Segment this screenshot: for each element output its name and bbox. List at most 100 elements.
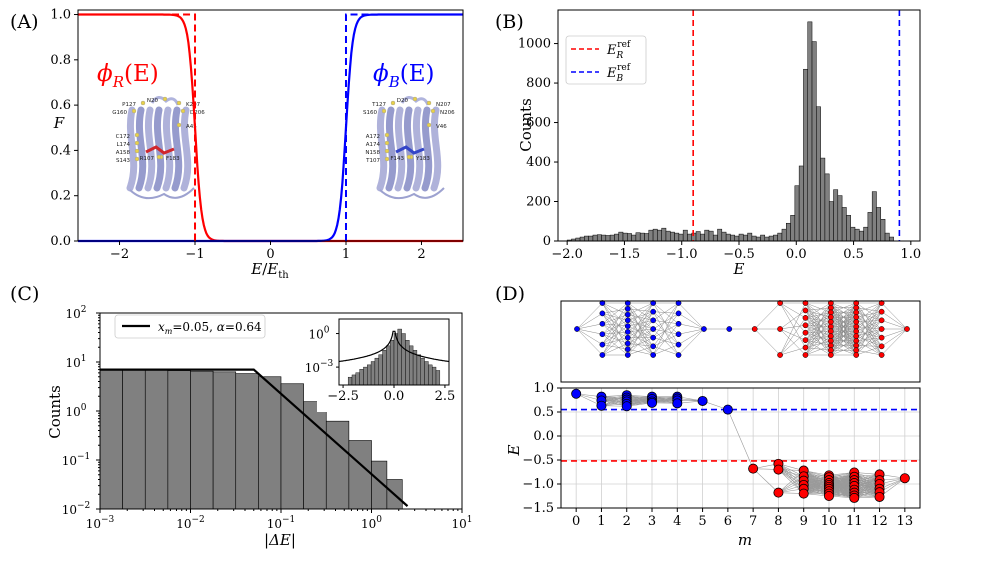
beta-strand <box>180 106 192 192</box>
histogram-bar <box>867 212 873 242</box>
network-node <box>853 352 860 358</box>
network-edge <box>652 302 679 345</box>
state-point <box>773 487 784 498</box>
network-node <box>650 343 657 350</box>
axes-frame-a <box>77 9 464 242</box>
network-edge <box>805 312 832 348</box>
network-node <box>827 342 834 349</box>
network-node <box>650 300 657 306</box>
network-edge <box>830 326 857 356</box>
network-node <box>827 323 834 330</box>
histogram-bar <box>700 233 705 242</box>
inset-bar <box>351 374 357 386</box>
network-edge <box>627 328 654 356</box>
residue-marker <box>384 140 390 146</box>
network-edge <box>805 316 832 341</box>
network-edge <box>856 320 882 342</box>
network-node <box>574 326 580 332</box>
network-edge <box>652 302 679 338</box>
network-edge <box>602 343 628 356</box>
histogram-bar <box>348 440 372 510</box>
network-node <box>827 352 834 358</box>
residue-marker <box>134 140 140 146</box>
y-tick-label-c: 100 <box>65 403 86 419</box>
network-edge <box>830 307 857 356</box>
histogram-bar <box>657 229 662 242</box>
network-edge <box>627 302 654 321</box>
inset-frame <box>338 318 450 386</box>
histogram-bar <box>837 195 843 242</box>
inset-bar <box>435 370 441 386</box>
network-node <box>827 319 834 325</box>
beta-strand <box>135 106 147 192</box>
network-node <box>675 300 682 306</box>
network-edge <box>678 302 705 330</box>
inset-x-tick-label: 0.0 <box>384 389 405 404</box>
histogram-bar <box>167 370 191 510</box>
histogram-bar <box>824 173 830 242</box>
network-node <box>650 317 657 324</box>
histogram-bar <box>635 232 641 242</box>
network-edge <box>627 302 654 350</box>
network-node <box>853 319 860 325</box>
network-edge <box>856 311 882 327</box>
network-edge <box>856 326 882 347</box>
network-edge <box>856 302 882 332</box>
inset-bar <box>428 364 433 386</box>
residue-marker <box>381 108 387 114</box>
residue-label: N207 <box>436 102 451 108</box>
network-node <box>827 337 834 344</box>
network-edge <box>779 302 806 348</box>
network-edge <box>653 346 679 356</box>
network-node <box>624 352 631 358</box>
network-edge <box>881 328 908 356</box>
network-node <box>878 343 885 350</box>
y-tick-label-a: 0.6 <box>50 98 71 113</box>
network-edge <box>856 302 882 313</box>
y-tick-label-d: −1.5 <box>522 501 554 516</box>
residue-marker <box>412 96 418 102</box>
network-node <box>599 331 606 338</box>
network-edge <box>780 347 806 356</box>
x-tick-label-d: 9 <box>800 514 808 529</box>
residue-label: N20 <box>147 98 159 104</box>
network-node <box>878 317 885 324</box>
network-edge <box>881 302 908 330</box>
network-edge <box>779 328 806 356</box>
residue-marker <box>384 148 390 154</box>
network-edge <box>652 302 679 324</box>
panel-d: 0 1 2 3 4 5 6 7 8 9 10 11 12 131.00.50.0−0.5−1.0−1.5 … <box>505 300 921 549</box>
histogram-bar <box>665 230 671 242</box>
network-edge <box>576 328 603 356</box>
residue-marker <box>384 156 390 162</box>
network-node <box>624 323 631 329</box>
network-edge <box>602 313 628 333</box>
y-tick-label-b: 400 <box>526 155 551 170</box>
network-edge <box>805 326 831 341</box>
residue-marker <box>134 132 140 138</box>
residue-label: A45 <box>186 124 197 130</box>
network-edge <box>805 302 831 319</box>
network-edge <box>576 302 603 330</box>
y-axis-label-b: Counts <box>517 98 535 152</box>
state-point <box>874 491 885 502</box>
network-edge <box>856 302 882 341</box>
network-edge <box>830 302 857 351</box>
y-tick-label-d: 0.0 <box>533 429 554 444</box>
residue-label: S160 <box>363 110 377 116</box>
network-edge <box>805 321 832 348</box>
histogram-bar <box>682 229 688 242</box>
residue-label: S143 <box>116 158 130 164</box>
network-edge <box>856 320 882 323</box>
legend-fit-label: xm=0.05, α=0.64 <box>158 320 262 336</box>
axes-frame-c <box>99 312 463 510</box>
network-node <box>599 352 606 358</box>
network-node <box>802 344 809 351</box>
state-point <box>748 463 759 474</box>
network-node <box>777 300 783 306</box>
inset-y-tick-label: 100 <box>308 326 329 342</box>
histogram-bar <box>190 370 214 510</box>
network-edge <box>805 307 832 356</box>
